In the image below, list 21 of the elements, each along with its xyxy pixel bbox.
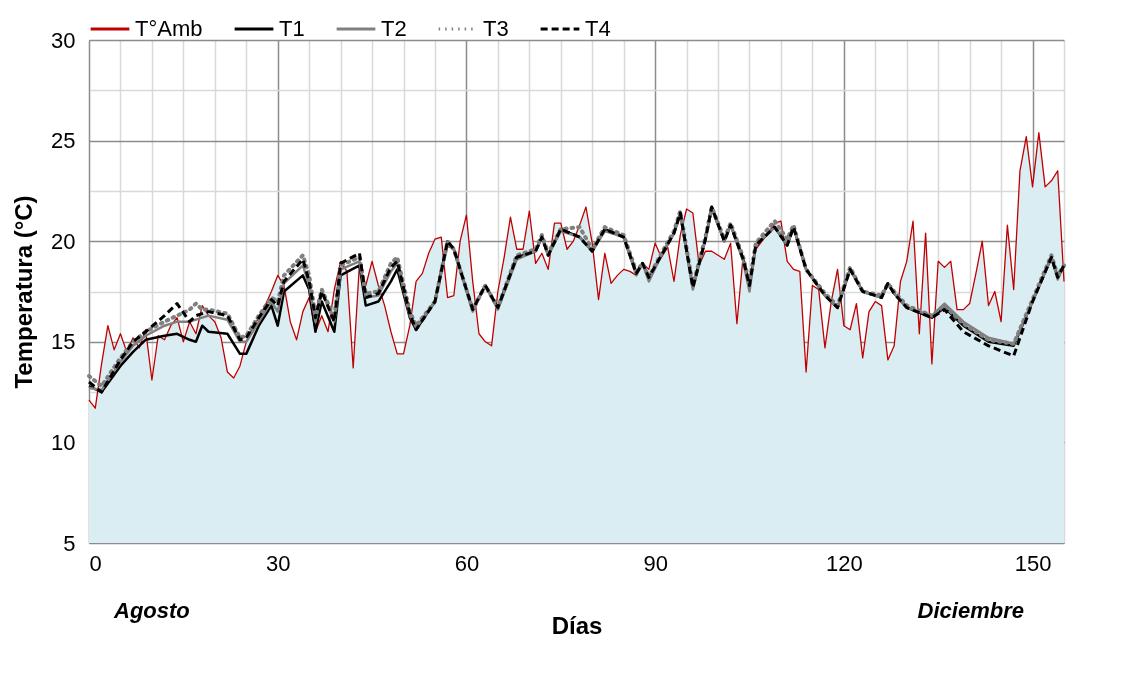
- legend-label: T2: [381, 16, 407, 41]
- y-axis-title: Temperatura (°C): [10, 195, 38, 389]
- y-tick-label: 15: [51, 329, 76, 355]
- x-tick-label: 150: [1014, 550, 1052, 576]
- y-tick-label: 25: [51, 128, 76, 154]
- legend-label: T3: [483, 16, 509, 41]
- x-axis-title: Días: [551, 611, 603, 639]
- x-tick-label: 60: [454, 550, 480, 576]
- text: Diciembre: [917, 598, 1024, 623]
- y-tick-label: 10: [51, 429, 76, 455]
- y-tick-label: 5: [63, 530, 76, 556]
- x-tick-label: 30: [265, 550, 291, 576]
- legend-label: T4: [585, 16, 611, 41]
- x-tick-label: 0: [89, 550, 102, 576]
- legend-label: T1: [279, 16, 305, 41]
- x-tick-label: 120: [825, 550, 863, 576]
- x-tick-label: 90: [643, 550, 668, 576]
- y-tick-label: 30: [51, 27, 76, 53]
- legend-label: T°Amb: [135, 16, 203, 41]
- y-tick-label: 20: [51, 228, 76, 254]
- text: Agosto: [113, 598, 190, 623]
